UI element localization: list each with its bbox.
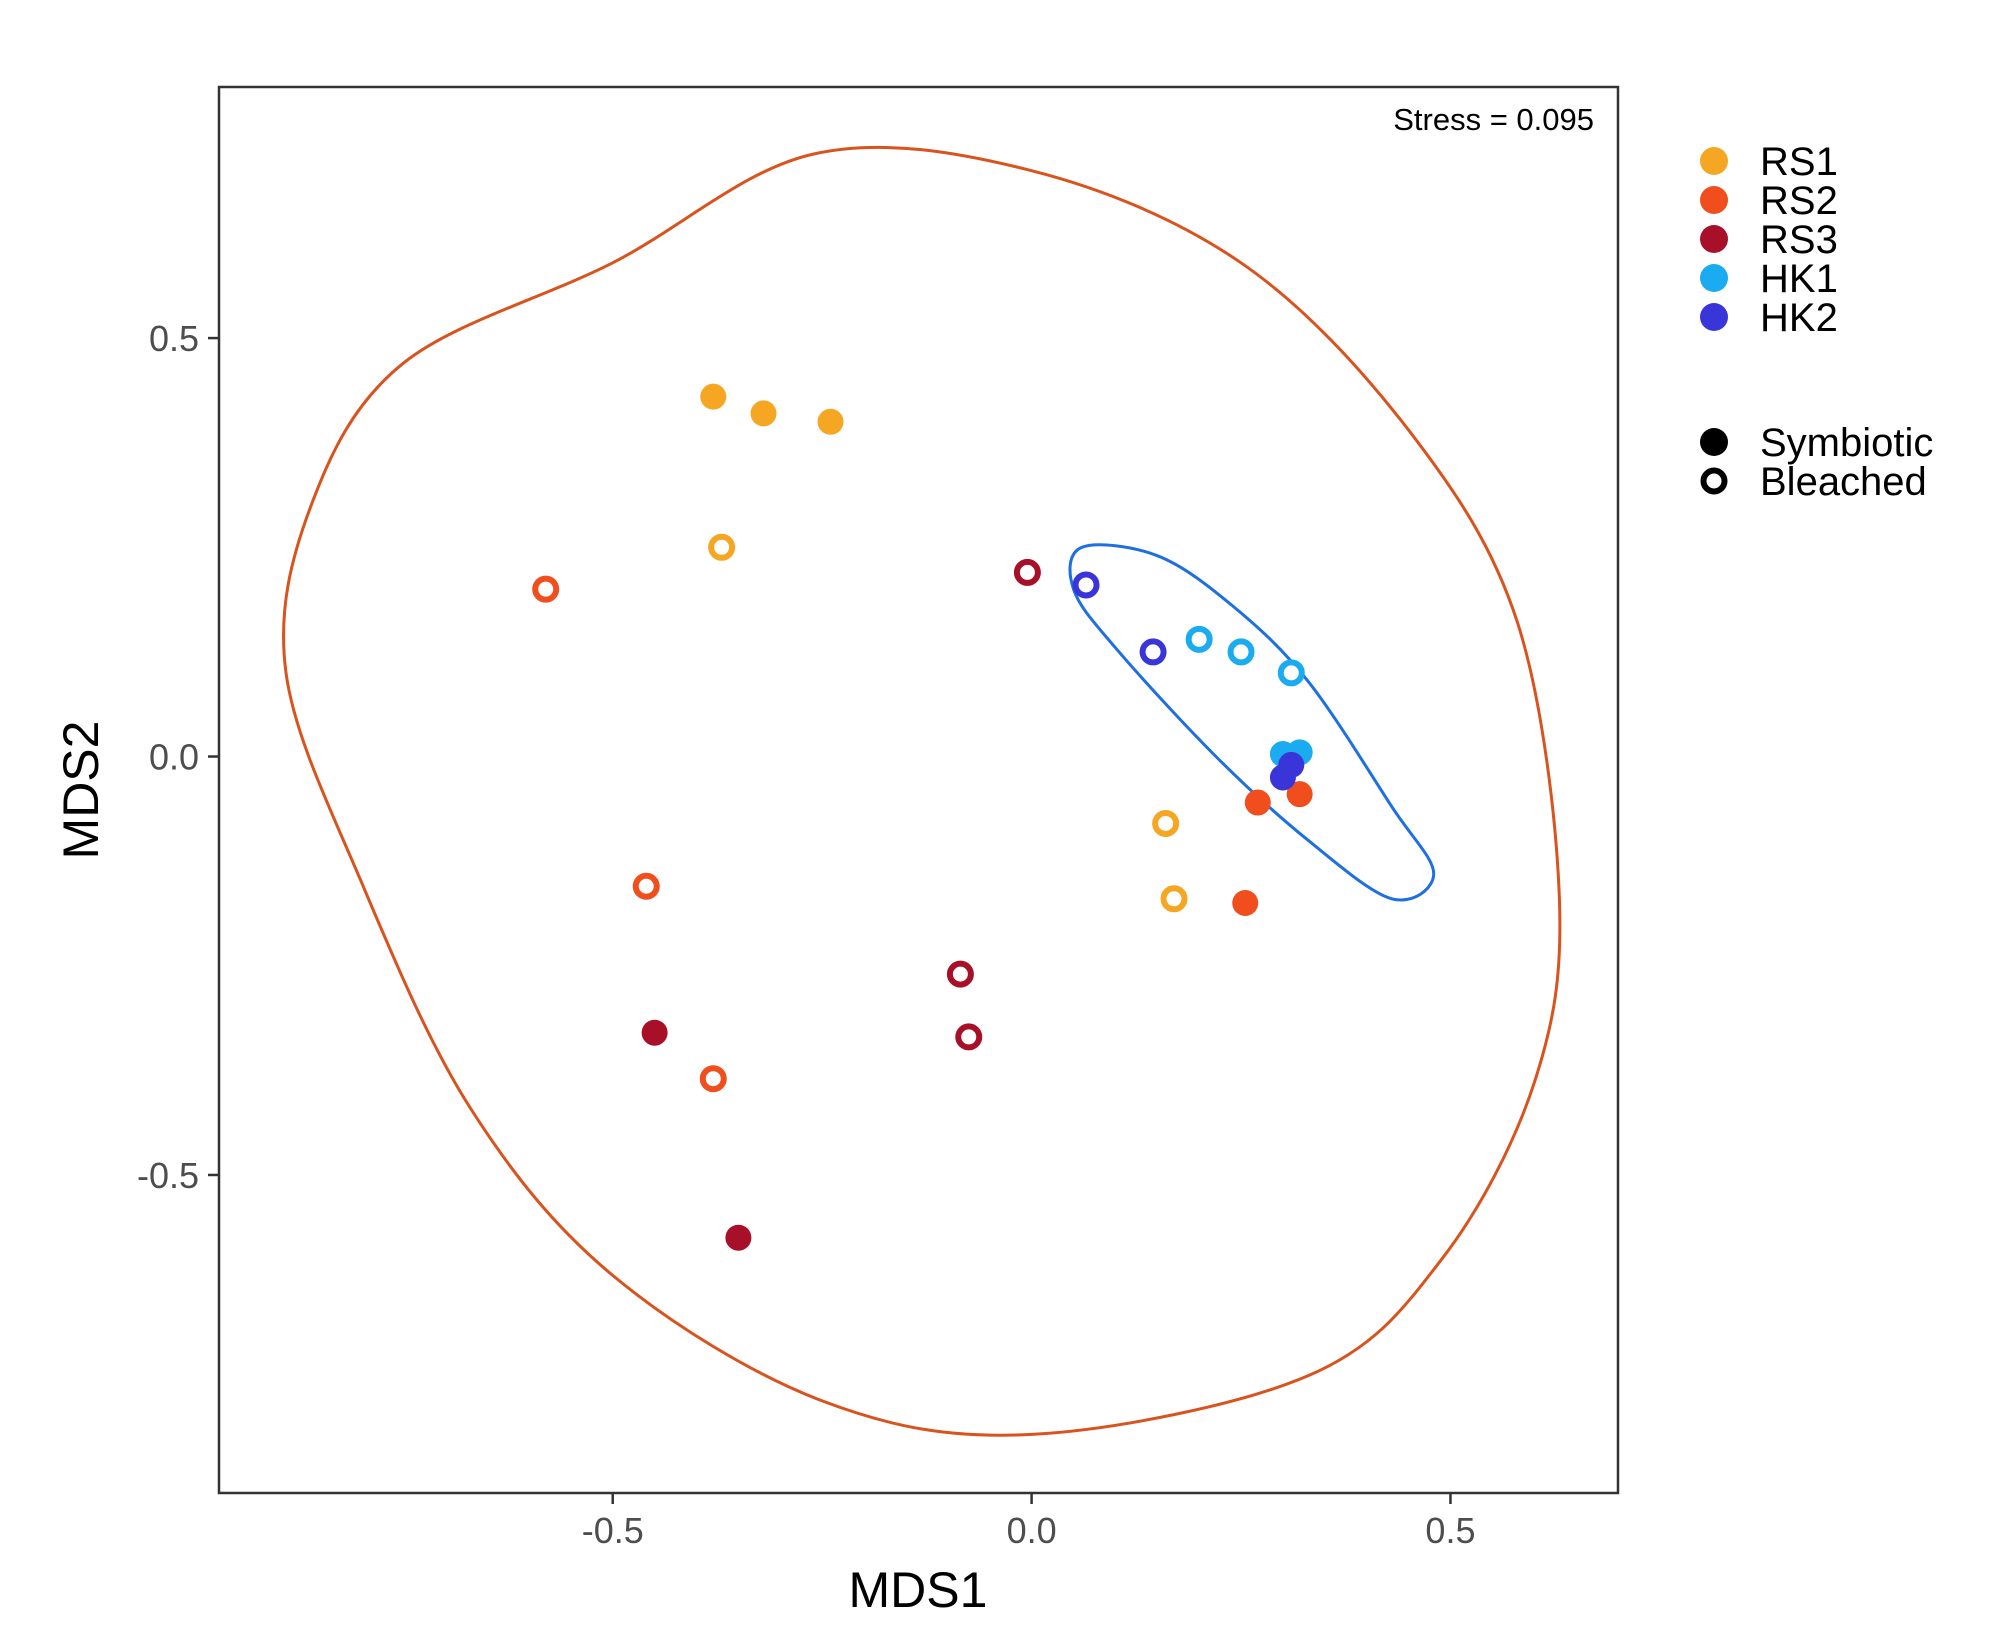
legend-label: Bleached [1760, 460, 1927, 504]
data-point-rs3-bleached [1013, 558, 1041, 586]
legend-key-hk2 [1700, 303, 1728, 331]
data-point-hk1-bleached [1185, 625, 1213, 653]
data-point-rs1-bleached [708, 533, 736, 561]
data-point-rs2-bleached [632, 872, 660, 900]
legend-key-hk1 [1700, 264, 1728, 292]
y-tick-label: 0.5 [149, 318, 199, 359]
plot-panel-border [217, 85, 1620, 1495]
data-point-hk1-bleached [1277, 659, 1305, 687]
y-axis-title: MDS2 [53, 721, 109, 860]
ellipse-rs [282, 145, 1562, 1437]
data-point-rs1-symbiotic [817, 408, 844, 435]
x-tick-label: 0.5 [1425, 1510, 1475, 1551]
data-point-rs3-symbiotic [641, 1019, 668, 1046]
data-point-rs1-bleached [1160, 885, 1188, 913]
y-tick-label: -0.5 [137, 1155, 199, 1196]
data-point-hk1-bleached [1227, 638, 1255, 666]
data-point-rs2-bleached [699, 1065, 727, 1093]
data-point-rs1-symbiotic [700, 383, 727, 410]
point-layer [532, 383, 1313, 1251]
legend-label: HK2 [1760, 296, 1838, 340]
y-tick-label: 0.0 [149, 737, 199, 778]
legend-label: RS3 [1760, 218, 1838, 262]
data-point-rs2-symbiotic [1244, 789, 1271, 816]
x-axis-title: MDS1 [849, 1562, 988, 1618]
legend-key-rs3 [1700, 225, 1728, 253]
ellipse-hk [1068, 543, 1436, 902]
legend-label: RS2 [1760, 179, 1838, 223]
legend-key-rs1 [1700, 147, 1728, 175]
data-point-rs3-bleached [946, 960, 974, 988]
data-point-rs1-bleached [1152, 809, 1180, 837]
data-point-rs1-symbiotic [750, 400, 777, 427]
x-tick-label: -0.5 [582, 1510, 644, 1551]
data-point-rs2-bleached [532, 575, 560, 603]
data-point-rs3-bleached [955, 1023, 983, 1051]
axis-layer: -0.5 0.0 0.5 -0.5 0.0 0.5 [137, 318, 1476, 1551]
legend-key-bleached [1700, 467, 1728, 495]
data-point-hk2-bleached [1072, 571, 1100, 599]
data-point-hk2-bleached [1139, 638, 1167, 666]
x-tick-label: 0.0 [1007, 1510, 1057, 1551]
legend-key-rs2 [1700, 186, 1728, 214]
legend-label: HK1 [1760, 257, 1838, 301]
legend-label: Symbiotic [1760, 421, 1933, 465]
stress-annotation: Stress = 0.095 [1393, 102, 1594, 137]
data-point-rs2-symbiotic [1286, 781, 1313, 808]
data-point-rs2-symbiotic [1232, 889, 1259, 916]
data-point-rs3-symbiotic [725, 1224, 752, 1251]
legend-label: RS1 [1760, 140, 1838, 184]
data-point-hk2-symbiotic [1278, 751, 1305, 778]
legend-key-symbiotic [1700, 428, 1728, 456]
ellipse-layer [282, 145, 1562, 1437]
